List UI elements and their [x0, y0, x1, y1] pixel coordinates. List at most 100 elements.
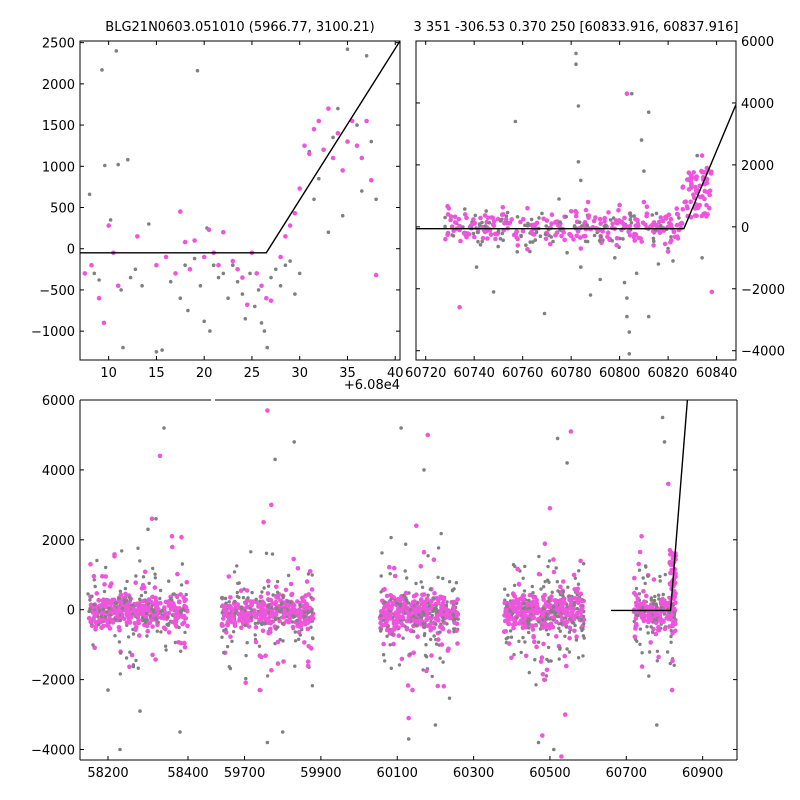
data-point-gray	[645, 625, 649, 629]
data-point-magenta	[527, 609, 532, 614]
data-point-magenta	[306, 605, 312, 611]
data-point-magenta	[431, 557, 437, 562]
data-point-gray	[236, 581, 240, 586]
x-tick-label: 20	[196, 366, 213, 381]
data-point-magenta	[103, 574, 108, 579]
data-point-magenta	[605, 230, 611, 235]
data-point-gray	[434, 622, 438, 627]
bottom-panel: 58200 58400 59700 59900 60100 60300 60500 60700…	[31, 394, 738, 781]
data-point-gray	[610, 239, 614, 243]
data-point-magenta	[303, 593, 309, 598]
data-point-magenta	[632, 634, 638, 639]
data-point-gray	[145, 634, 149, 638]
data-point-magenta	[554, 230, 560, 235]
data-point-gray	[290, 620, 295, 624]
data-point-magenta	[437, 624, 443, 629]
y-tick-label: 4000	[42, 464, 75, 479]
data-point-gray	[441, 619, 445, 623]
data-point-magenta	[525, 247, 530, 252]
data-point-magenta	[653, 631, 659, 637]
data-point-magenta	[662, 608, 667, 614]
data-point-gray	[169, 596, 173, 601]
data-point-gray	[262, 586, 266, 590]
data-point-magenta	[568, 209, 574, 214]
data-point-magenta	[574, 210, 579, 215]
data-point-gray	[406, 601, 411, 605]
data-point-magenta	[448, 217, 453, 223]
data-point-magenta	[581, 617, 587, 622]
data-point-gray	[579, 178, 583, 183]
data-point-gray	[521, 635, 525, 640]
data-point-gray	[158, 588, 163, 593]
data-point-magenta	[404, 609, 410, 614]
data-point-gray	[537, 216, 541, 220]
data-point-gray	[652, 598, 657, 603]
data-point-gray	[118, 589, 123, 593]
data-point-gray	[131, 663, 136, 667]
data-point-magenta	[316, 118, 322, 124]
x-tick-label: 10	[100, 366, 117, 381]
data-point-magenta	[637, 549, 643, 555]
x-tick-label: 60760	[502, 366, 543, 381]
data-point-magenta	[221, 229, 226, 235]
data-point-magenta	[499, 212, 505, 217]
data-point-magenta	[269, 613, 275, 619]
data-point-magenta	[277, 618, 282, 624]
data-point-gray	[254, 597, 258, 601]
data-point-magenta	[680, 184, 686, 189]
data-point-magenta	[429, 653, 434, 658]
data-point-magenta	[635, 221, 641, 226]
data-point-gray	[125, 579, 129, 584]
data-point-gray	[559, 621, 563, 626]
data-point-gray	[159, 630, 163, 634]
plot-area	[416, 51, 736, 356]
data-point-gray	[655, 723, 659, 727]
data-point-magenta	[139, 604, 145, 609]
data-point-gray	[412, 614, 416, 619]
data-point-magenta	[182, 615, 188, 621]
data-point-magenta	[265, 408, 270, 413]
data-point-gray	[118, 747, 122, 752]
data-point-gray	[647, 650, 652, 654]
data-point-magenta	[391, 565, 397, 571]
data-point-magenta	[184, 608, 190, 614]
data-point-magenta	[306, 644, 312, 649]
data-point-magenta	[578, 608, 584, 614]
data-point-magenta	[639, 664, 645, 669]
data-point-magenta	[310, 615, 316, 621]
data-point-gray	[258, 599, 262, 603]
data-point-gray	[564, 214, 568, 219]
data-point-gray	[557, 197, 561, 201]
data-point-magenta	[506, 220, 512, 226]
data-point-gray	[167, 622, 171, 626]
data-point-magenta	[515, 566, 520, 572]
data-point-gray	[224, 627, 228, 631]
data-point-gray	[260, 590, 264, 594]
data-point-gray	[154, 517, 158, 521]
data-point-gray	[445, 600, 449, 604]
data-point-magenta	[124, 620, 130, 625]
data-point-magenta	[226, 574, 232, 579]
data-point-magenta	[578, 246, 584, 251]
y-tick-label: 6000	[42, 394, 75, 409]
data-point-gray	[221, 271, 226, 276]
data-point-magenta	[117, 627, 122, 633]
data-point-magenta	[561, 608, 566, 614]
data-point-gray	[383, 600, 387, 604]
data-point-magenta	[100, 601, 106, 607]
data-point-gray	[97, 278, 101, 282]
data-point-magenta	[272, 601, 278, 607]
data-point-gray	[530, 584, 534, 589]
data-point-gray	[527, 626, 531, 630]
data-point-magenta	[257, 687, 263, 693]
data-point-magenta	[548, 621, 554, 627]
data-point-gray	[281, 639, 285, 643]
data-point-magenta	[266, 630, 272, 636]
data-point-gray	[250, 590, 254, 595]
data-point-gray	[509, 635, 514, 639]
data-point-magenta	[246, 624, 252, 629]
data-point-magenta	[260, 628, 266, 634]
data-point-magenta	[562, 653, 567, 659]
data-point-magenta	[597, 216, 603, 222]
data-point-magenta	[542, 592, 547, 598]
